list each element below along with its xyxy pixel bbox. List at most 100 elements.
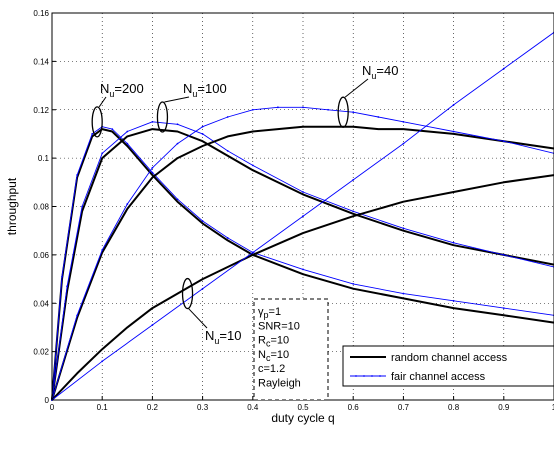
y-tick-label: 0.06 [33,251,49,260]
x-tick-label: 0.5 [297,403,309,412]
series-point-fair [91,133,94,135]
curve-annotation: Nu=200 [100,81,144,99]
series-point-fair [352,111,355,114]
series-point-fair [352,283,355,285]
parameter-line: c=1.2 [258,363,285,375]
series-point-fair [81,205,84,208]
y-tick-labels: 0 0.02 0.04 0.06 0.08 0.1 0.12 0.14 0.16 [33,9,49,405]
series-point-fair [452,104,455,106]
x-tick-label: 0.7 [398,403,410,412]
annotation-base: N [183,81,192,96]
series-point-fair [452,299,455,302]
series-line-random [51,125,554,401]
series-point-fair [352,178,355,181]
series-point-fair [302,106,304,109]
annotation-rest: =40 [376,63,398,78]
series-point-fair [502,140,505,143]
series-line-random [51,174,554,401]
legend-entry-random: random channel access [391,352,508,364]
series-point-fair [251,108,254,111]
series-point-fair [76,314,78,317]
legend-marker-fair [379,375,381,377]
legend-marker-fair [355,375,357,377]
series-point-fair [101,360,104,363]
series-point-fair [277,106,279,109]
series-point-fair [402,120,405,123]
annotation-sub: u [192,89,197,99]
parameter-base: γ [258,306,264,318]
series-point-fair [302,191,304,193]
curve-annotation: Nu=100 [183,81,227,99]
curve-marker-ellipse [156,101,169,133]
series-point-fair [101,152,104,155]
parameter-sub: c [266,353,271,363]
x-tick-label: 0 [50,403,55,412]
parameter-line: Nc=10 [258,349,289,363]
parameter-base: N [258,349,266,361]
legend: random channel access fair channel acces… [342,345,554,387]
annotation-rest: =100 [197,81,226,96]
series-point-fair [126,130,129,133]
y-tick-label: 0.12 [33,106,49,115]
series-point-fair [377,116,380,118]
curve-marker-ellipse [181,277,194,310]
legend-markers-fair [355,375,381,377]
annotation-rest: =10 [219,328,241,343]
series-point-fair [502,67,505,70]
parameter-line: γp=1 [258,306,281,320]
curve-annotation: Nu=40 [362,63,398,81]
series-line-random [51,128,554,401]
parameter-sub: c [266,339,271,349]
parameter-rest: =10 [270,349,289,361]
legend-marker-fair [363,375,365,377]
series-point-fair [226,237,229,239]
series-point-fair [151,171,154,174]
x-tick-label: 0.6 [348,403,360,412]
annotation-base: N [362,63,371,78]
x-axis-label: duty cycle q [271,411,334,425]
series-point-fair [402,227,405,230]
series-point-fair [302,268,304,271]
y-tick-label: 0.14 [33,57,49,66]
series-point-fair [251,164,254,167]
annotation-sub: u [214,336,219,346]
series-point-fair [226,149,229,152]
parameter-line: Rc=10 [258,335,289,349]
y-tick-label: 0.04 [33,299,49,308]
series-point-fair [226,116,229,118]
annotation-rest: =200 [114,81,143,96]
y-tick-label: 0.1 [38,154,50,163]
series-point-fair [302,215,304,218]
y-tick-label: 0 [45,396,50,405]
series-lines [51,31,554,401]
annotation-leader [98,96,107,108]
parameter-line: Rayleigh [258,378,301,390]
series-point-fair [151,166,154,169]
parameter-box-frame [253,298,329,401]
series-point-fair [151,120,154,123]
curve-marker-ellipse [91,106,103,138]
parameter-base: c=1.2 [258,363,285,375]
y-tick-label: 0.02 [33,348,49,357]
series-point-fair [502,307,505,309]
series-point-fair [201,220,204,222]
series-point-fair [101,249,104,251]
series-line-fair [51,126,554,401]
legend-entry-fair: fair channel access [391,371,486,383]
annotation-sub: u [109,89,114,99]
series-point-fair [201,125,204,128]
annotation-leader [188,308,208,329]
series-point-fair [201,133,204,135]
x-tick-label: 0.8 [448,403,460,412]
legend-box [342,345,554,387]
series-point-fair [452,241,455,244]
parameter-line: SNR=10 [258,320,300,332]
parameter-rest: =10 [270,335,289,347]
legend-marker-fair [371,375,373,377]
x-tick-label: 0.1 [97,403,109,412]
series-point-fair [201,287,204,290]
x-tick-label: 0.3 [197,403,209,412]
